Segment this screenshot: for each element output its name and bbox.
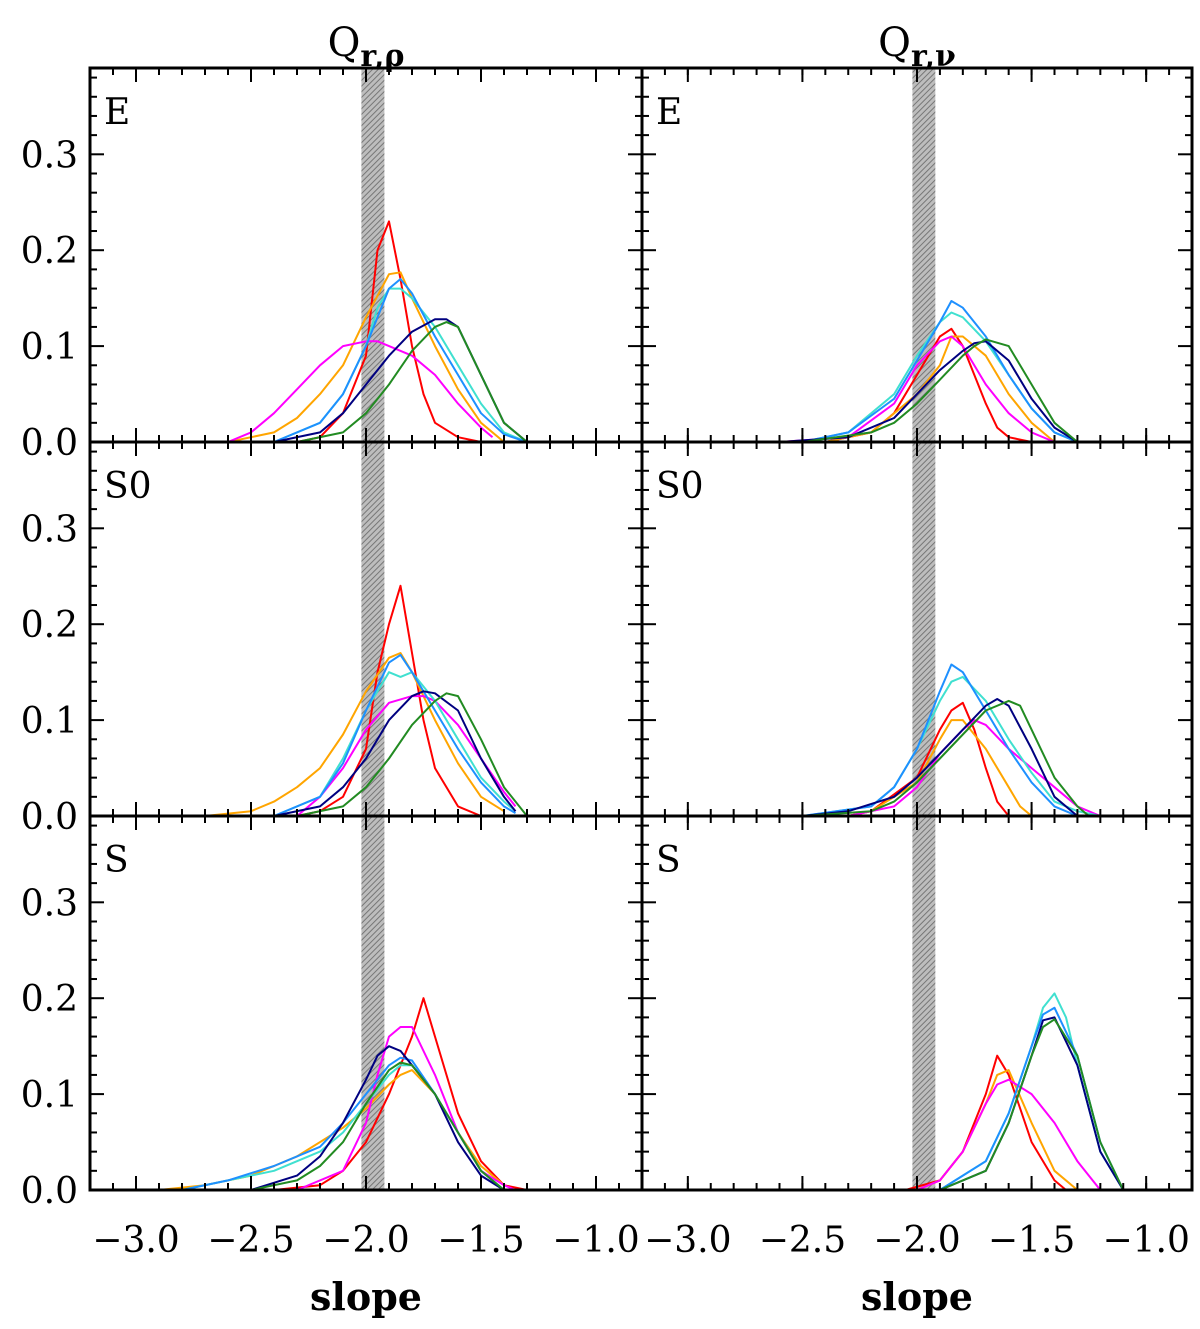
y-tick-label: 0.0 (21, 423, 78, 464)
series-line-orange (204, 652, 505, 817)
panel-label: S (104, 840, 129, 881)
y-tick-label: 0.2 (21, 605, 78, 646)
column-titles: Qr,ρ Qr,ν (328, 20, 956, 74)
series-line-turquoise (273, 671, 517, 817)
panel-label: E (104, 92, 130, 133)
series-line-orange (916, 1069, 1079, 1191)
series-line-navy (779, 340, 1078, 443)
series-line-dodgerblue (802, 300, 1078, 443)
y-tick-label: 0.1 (21, 701, 78, 742)
series-line-dodgerblue (939, 1006, 1125, 1191)
x-axis-labels: −3.0 −2.5 −2.0 −1.5 −1.0 slope −3.0 −2.5 −2.0 −1.… (92, 1220, 1190, 1319)
panel-right-s: S (640, 814, 1194, 1192)
series-line-red (848, 701, 1010, 817)
y-tick-label: 0.0 (21, 1171, 78, 1212)
panel-right-s0: S0 (640, 440, 1194, 818)
x-tick-label: −2.0 (322, 1220, 409, 1261)
column-title-base: Q (328, 20, 361, 66)
panel-right-e: E (640, 66, 1194, 444)
series-line-dodgerblue (273, 653, 517, 817)
series-line-turquoise (939, 992, 1125, 1191)
shaded-band (361, 816, 385, 1190)
shaded-band (912, 68, 936, 442)
series-line-red (296, 220, 482, 443)
y-tick-label: 0.0 (21, 797, 78, 838)
x-tick-label: −2.5 (759, 1220, 846, 1261)
series-line-navy (250, 1045, 505, 1191)
y-tick-label: 0.1 (21, 1075, 78, 1116)
y-tick-label: 0.2 (21, 231, 78, 272)
y-tick-label: 0.3 (21, 509, 78, 550)
x-tick-label: −1.5 (988, 1220, 1075, 1261)
panel-frame (640, 814, 1194, 1192)
column-title: Qr,ρ (328, 20, 405, 74)
series-line-green (296, 321, 528, 443)
panel-label: E (656, 92, 682, 133)
x-tick-label: −1.0 (1102, 1220, 1189, 1261)
series-line-green (939, 1018, 1125, 1191)
series-line-green (250, 1061, 505, 1191)
x-tick-label: −1.5 (437, 1220, 524, 1261)
series-line-orange (825, 335, 1056, 443)
panel-left-s0: 0.0 0.1 0.2 0.3 S0 (21, 440, 644, 838)
panel-label: S0 (104, 466, 152, 507)
x-tick-label: −1.0 (552, 1220, 639, 1261)
panel-left-e: 0.0 0.1 0.2 0.3 E (21, 66, 644, 464)
series-line-orange (227, 271, 505, 443)
series-line-green (802, 699, 1090, 817)
series-line-navy (273, 318, 528, 443)
x-tick-label: −2.0 (873, 1220, 960, 1261)
column-title: Qr,ν (878, 20, 956, 74)
y-tick-label: 0.3 (21, 135, 78, 176)
series-line-navy (802, 698, 1079, 817)
series-line-green (802, 338, 1079, 443)
x-axis-label: slope (861, 1274, 973, 1319)
series-line-dodgerblue (273, 278, 528, 443)
series-line-red (296, 584, 482, 817)
y-tick-label: 0.2 (21, 979, 78, 1020)
panel-label: S0 (656, 466, 704, 507)
panels: 0.00.10.20.3E E0.00.10.20.3S0 S00.00.10.20… (21, 66, 1194, 1212)
series-line-turquoise (273, 287, 528, 443)
shaded-band (361, 442, 385, 816)
series-line-magenta (916, 1078, 1102, 1191)
column-title-base: Q (878, 20, 911, 66)
y-tick-label: 0.3 (21, 883, 78, 924)
x-tick-label: −3.0 (92, 1220, 179, 1261)
series-line-dodgerblue (802, 663, 1078, 817)
series-line-magenta (848, 719, 1101, 817)
series-line-green (296, 692, 528, 817)
shaded-band (912, 816, 936, 1190)
series-line-navy (273, 690, 517, 817)
series-line-magenta (779, 335, 1055, 443)
shaded-band (912, 442, 936, 816)
series-line-magenta (227, 340, 494, 443)
panel-label: S (656, 840, 681, 881)
series-line-turquoise (802, 311, 1078, 443)
x-axis-label: slope (310, 1274, 422, 1319)
panel-left-s: 0.0 0.1 0.2 0.3 S (21, 814, 644, 1212)
y-tick-label: 0.1 (21, 327, 78, 368)
x-tick-label: −2.5 (207, 1220, 294, 1261)
x-tick-label: −3.0 (644, 1220, 731, 1261)
